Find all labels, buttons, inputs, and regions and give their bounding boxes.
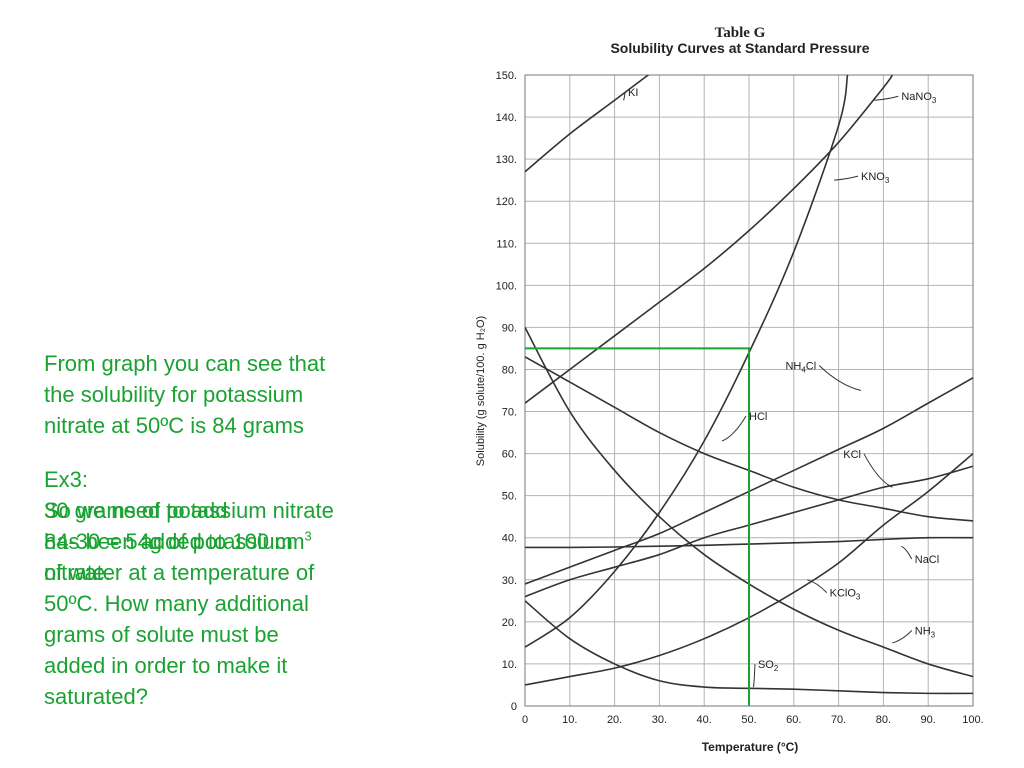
- superscript-three: 3: [304, 528, 312, 544]
- label-leader-ki: [623, 91, 626, 101]
- series-label-so2: SO2: [758, 659, 779, 673]
- series-label-kno3: KNO3: [861, 171, 890, 185]
- x-tick-label: 20.: [607, 714, 622, 726]
- question-line: Ex3:: [44, 467, 89, 492]
- chart-axes: 0 10. 20. 30. 40. 50. 60. 70. 80. 90. 100. 0 10. 20. 3…: [496, 70, 984, 726]
- series-label-hcl: HCl: [749, 411, 767, 423]
- y-tick-label: 120.: [496, 196, 517, 208]
- y-tick-label: 50.: [502, 491, 517, 503]
- question-line: saturated?: [44, 684, 148, 709]
- chart-series-labels: KI NaNO3 KNO3 NH4Cl HCl KCl NaCl KClO3 NH3 SO2: [623, 87, 939, 688]
- solubility-explanation-text: From graph you can see that the solubili…: [44, 348, 404, 441]
- y-tick-label: 0: [511, 701, 517, 713]
- curve-nh3: [525, 327, 973, 678]
- y-tick-label: 10.: [502, 659, 517, 671]
- label-leader-kno3: [834, 175, 859, 181]
- label-leader-nano3: [874, 95, 899, 101]
- x-tick-label: 30.: [652, 714, 667, 726]
- x-tick-label: 90.: [921, 714, 936, 726]
- question-line: 30 grams of potassium nitrate: [44, 498, 334, 523]
- question-line: 50ºC. How many additional: [44, 591, 309, 616]
- y-tick-label: 130.: [496, 154, 517, 166]
- question-line: added in order to make it: [44, 653, 288, 678]
- y-tick-label: 140.: [496, 112, 517, 124]
- label-leader-so2: [752, 664, 756, 688]
- label-leader-nh3: [892, 630, 913, 644]
- x-tick-label: 60.: [786, 714, 801, 726]
- answer-text: So we need to add 84-30 = 54g of potassi…: [44, 495, 384, 588]
- label-leader-nacl: [901, 545, 913, 560]
- question-line: has been added to 100 cm3: [44, 526, 404, 557]
- curve-kno3: [525, 75, 849, 648]
- chart-table-label: Table G: [715, 25, 766, 41]
- question-line-text: has been added to 100 cm: [44, 529, 305, 554]
- y-tick-label: 110.: [496, 238, 517, 250]
- x-tick-label: 80.: [876, 714, 891, 726]
- label-leader-kclo3: [807, 579, 828, 593]
- y-tick-label: 150.: [496, 70, 517, 82]
- y-tick-label: 20.: [502, 617, 517, 629]
- label-leader-nh4cl: [818, 365, 862, 391]
- series-label-kcl: KCl: [843, 449, 861, 461]
- series-label-nano3: NaNO3: [901, 91, 937, 105]
- chart-title: Solubility Curves at Standard Pressure: [610, 40, 869, 56]
- x-tick-label: 100.: [962, 714, 983, 726]
- y-tick-label: 90.: [502, 322, 517, 334]
- x-tick-label: 50.: [741, 714, 756, 726]
- highlight-reading-line: [525, 347, 750, 706]
- x-tick-label: 0: [522, 714, 528, 726]
- series-label-nh4cl: NH4Cl: [785, 360, 816, 374]
- answer-line: 84-30 = 54g of potassium: [44, 529, 293, 554]
- series-label-nacl: NaCl: [915, 554, 939, 566]
- answer-line: nitrate.: [44, 560, 112, 585]
- label-leader-kcl: [863, 453, 893, 488]
- explanation-line: the solubility for potassium: [44, 382, 304, 407]
- question-line: grams of solute must be: [44, 622, 279, 647]
- series-label-ki: KI: [628, 87, 638, 99]
- curve-ki: [525, 75, 650, 173]
- y-tick-label: 60.: [502, 449, 517, 461]
- answer-line: So we need to add: [44, 498, 228, 523]
- y-tick-label: 40.: [502, 533, 517, 545]
- explanation-line: From graph you can see that: [44, 351, 326, 376]
- chart-highlight: [525, 347, 750, 706]
- curve-nano3: [525, 75, 894, 404]
- example-question-text: Ex3: 30 grams of potassium nitrate has b…: [44, 464, 404, 712]
- y-tick-label: 80.: [502, 364, 517, 376]
- series-label-nh3: NH3: [915, 625, 936, 639]
- series-label-kclo3: KClO3: [830, 588, 861, 602]
- x-tick-label: 10.: [562, 714, 577, 726]
- y-tick-label: 30.: [502, 575, 517, 587]
- question-line: of water at a temperature of: [44, 560, 315, 585]
- x-axis-label: Temperature (°C): [702, 740, 799, 754]
- y-axis-label: Solubility (g solute/100. g H₂O): [475, 316, 487, 466]
- x-tick-label: 40.: [697, 714, 712, 726]
- x-tick-label: 70.: [831, 714, 846, 726]
- label-leader-hcl: [721, 415, 747, 442]
- explanation-line: nitrate at 50ºC is 84 grams: [44, 413, 304, 438]
- y-tick-label: 100.: [496, 280, 517, 292]
- y-tick-label: 70.: [502, 407, 517, 419]
